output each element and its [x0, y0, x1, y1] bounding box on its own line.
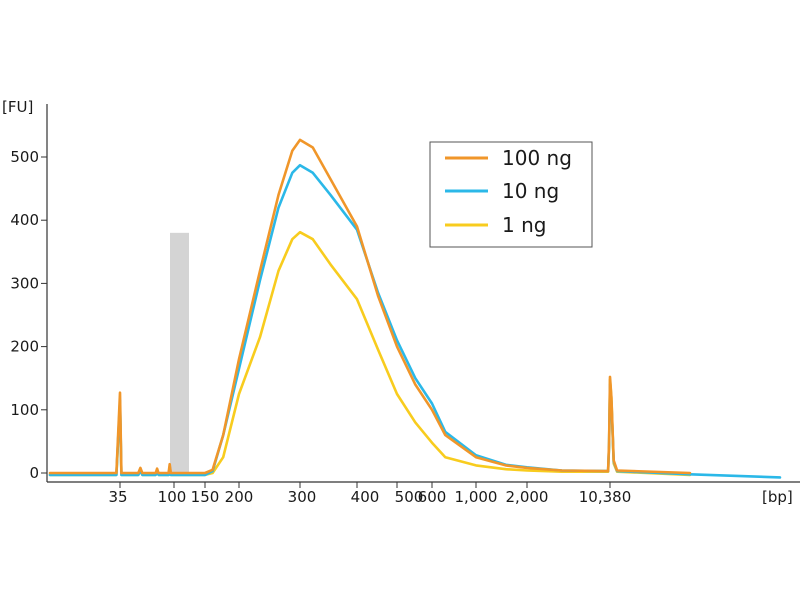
x-tick-label: 2,000: [506, 488, 549, 506]
legend: 100 ng 10 ng 1 ng: [429, 141, 593, 248]
shaded-marker-region: [170, 232, 189, 473]
x-tick-label: 500: [395, 488, 424, 506]
legend-label: 1 ng: [502, 213, 546, 237]
legend-label: 10 ng: [502, 179, 559, 203]
x-tick-label: 35: [108, 488, 127, 506]
y-axis-unit-label: [FU]: [2, 98, 33, 116]
x-tick-label: 200: [225, 488, 254, 506]
legend-label: 100 ng: [502, 146, 572, 170]
x-tick-label: 10,380: [579, 488, 632, 506]
x-axis-unit-label: [bp]: [762, 488, 793, 506]
x-tick-label: 1,000: [455, 488, 498, 506]
y-tick-label: 300: [10, 274, 39, 292]
y-tick-label: 500: [10, 148, 39, 166]
x-tick-label: 600: [418, 488, 447, 506]
x-tick-label: 400: [351, 488, 380, 506]
x-tick-label: 300: [288, 488, 317, 506]
x-tick-label: 100: [158, 488, 187, 506]
series-line-100-ng: [48, 138, 692, 475]
x-tick-label: 150: [191, 488, 220, 506]
y-tick-label: 0: [29, 464, 39, 482]
y-tick-label: 100: [10, 401, 39, 419]
y-tick-label: 200: [10, 338, 39, 356]
y-tick-label: 400: [10, 211, 39, 229]
series-line-10-ng: [48, 163, 782, 479]
